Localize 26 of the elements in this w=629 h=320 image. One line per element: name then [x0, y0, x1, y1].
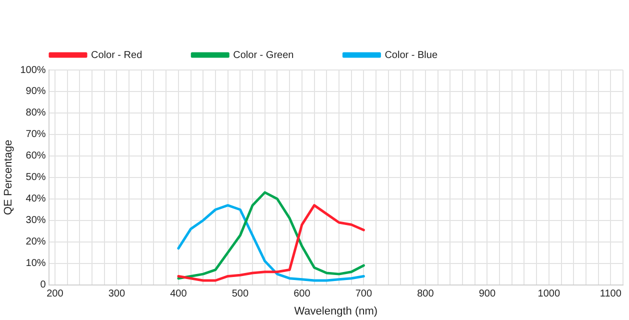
x-tick-label: 1100 — [600, 288, 622, 300]
y-tick-label: 100% — [20, 64, 46, 76]
y-tick-label: 30% — [26, 215, 46, 226]
y-tick-label: 90% — [26, 86, 46, 98]
y-tick-label: 20% — [26, 236, 46, 248]
x-tick-label: 700 — [355, 288, 372, 300]
y-tick-label: 70% — [26, 129, 46, 140]
y-tick-label: 50% — [26, 172, 46, 184]
legend-label: Color - Blue — [384, 50, 438, 61]
legend-label: Color - Green — [233, 50, 294, 61]
y-tick-label: 10% — [26, 258, 46, 270]
x-tick-label: 900 — [478, 288, 496, 300]
x-tick-label: 600 — [294, 288, 311, 300]
y-tick-label: 60% — [26, 150, 46, 162]
x-tick-label: 400 — [170, 288, 188, 300]
legend-label: Color - Red — [91, 50, 142, 61]
y-tick-label: 80% — [26, 108, 46, 119]
x-tick-label: 300 — [108, 288, 126, 300]
x-tick-label: 500 — [232, 288, 249, 300]
x-axis-title: Wavelength (nm) — [294, 305, 378, 318]
y-tick-label: 40% — [26, 194, 46, 205]
y-tick-label: 0 — [40, 280, 46, 291]
x-tick-label: 1000 — [538, 288, 560, 300]
x-tick-label: 200 — [46, 288, 64, 300]
y-axis-title: QE Percentage — [2, 140, 15, 216]
x-tick-label: 800 — [417, 288, 434, 300]
